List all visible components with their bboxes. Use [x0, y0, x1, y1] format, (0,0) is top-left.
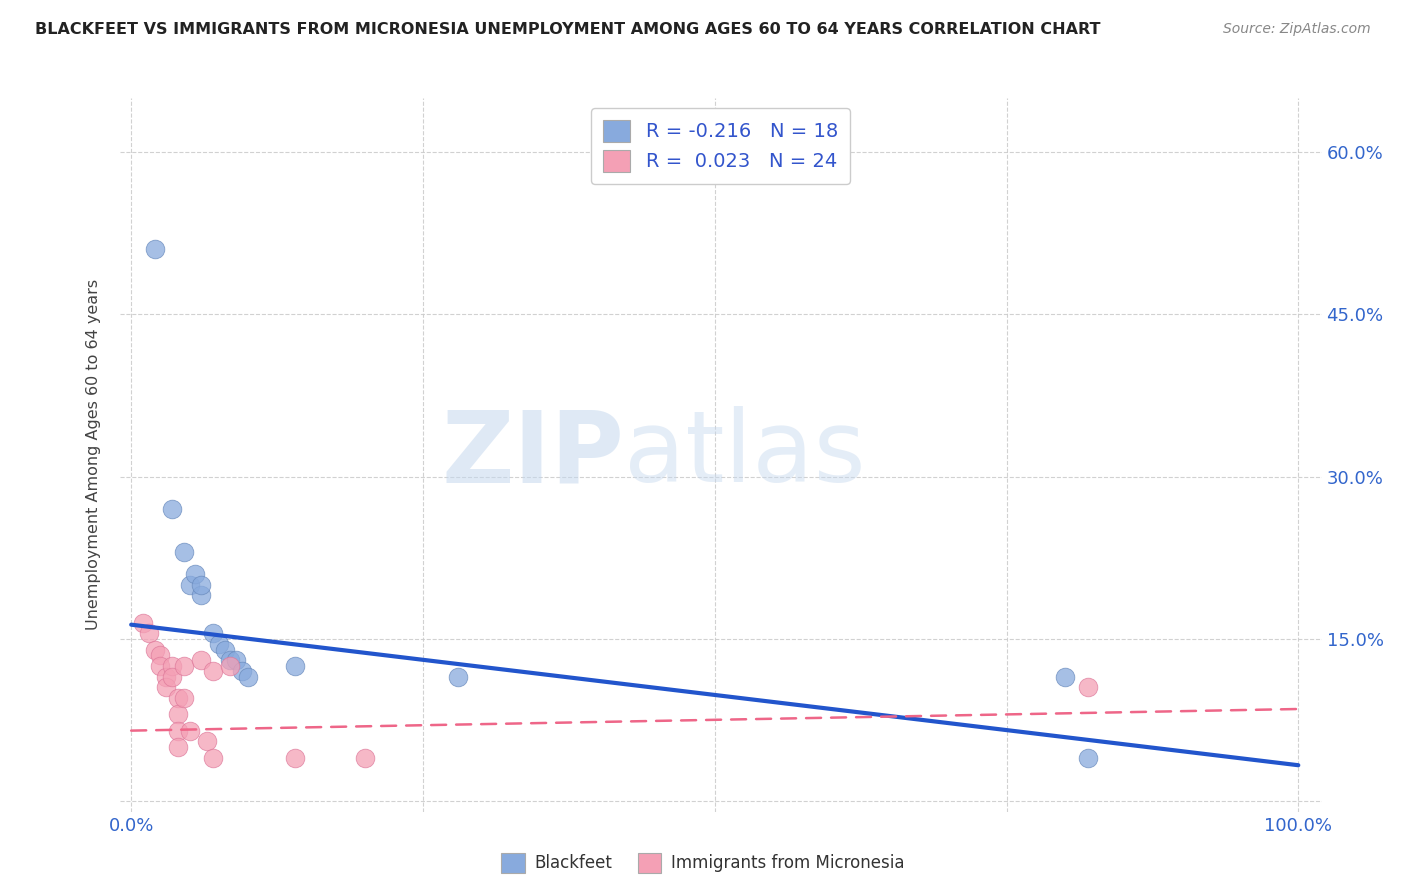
Point	[160, 669, 183, 683]
Point	[184, 566, 207, 581]
Point	[208, 637, 231, 651]
Point	[173, 691, 195, 706]
Y-axis label: Unemployment Among Ages 60 to 64 years: Unemployment Among Ages 60 to 64 years	[86, 279, 101, 631]
Point	[143, 642, 166, 657]
Point	[201, 750, 224, 764]
Point	[190, 577, 212, 591]
Point	[1077, 750, 1099, 764]
Point	[447, 669, 470, 683]
Point	[155, 681, 177, 695]
Point	[138, 626, 160, 640]
Point	[160, 502, 183, 516]
Point	[231, 664, 253, 678]
Text: BLACKFEET VS IMMIGRANTS FROM MICRONESIA UNEMPLOYMENT AMONG AGES 60 TO 64 YEARS C: BLACKFEET VS IMMIGRANTS FROM MICRONESIA …	[35, 22, 1101, 37]
Point	[167, 739, 190, 754]
Point	[167, 723, 190, 738]
Text: Source: ZipAtlas.com: Source: ZipAtlas.com	[1223, 22, 1371, 37]
Point	[201, 664, 224, 678]
Point	[173, 545, 195, 559]
Point	[201, 626, 224, 640]
Point	[149, 648, 172, 662]
Point	[179, 723, 201, 738]
Point	[1053, 669, 1076, 683]
Point	[353, 750, 375, 764]
Point	[219, 658, 242, 673]
Point	[214, 642, 236, 657]
Point	[284, 750, 307, 764]
Point	[195, 734, 218, 748]
Point	[284, 658, 307, 673]
Text: atlas: atlas	[624, 407, 866, 503]
Point	[190, 589, 212, 603]
Legend: Blackfeet, Immigrants from Micronesia: Blackfeet, Immigrants from Micronesia	[495, 847, 911, 880]
Point	[143, 243, 166, 257]
Point	[219, 653, 242, 667]
Point	[179, 577, 201, 591]
Point	[132, 615, 155, 630]
Point	[149, 658, 172, 673]
Point	[236, 669, 259, 683]
Text: ZIP: ZIP	[441, 407, 624, 503]
Point	[225, 653, 247, 667]
Point	[173, 658, 195, 673]
Point	[190, 653, 212, 667]
Point	[155, 669, 177, 683]
Point	[1077, 681, 1099, 695]
Legend: R = -0.216   N = 18, R =  0.023   N = 24: R = -0.216 N = 18, R = 0.023 N = 24	[592, 108, 849, 184]
Point	[160, 658, 183, 673]
Point	[167, 707, 190, 722]
Point	[167, 691, 190, 706]
